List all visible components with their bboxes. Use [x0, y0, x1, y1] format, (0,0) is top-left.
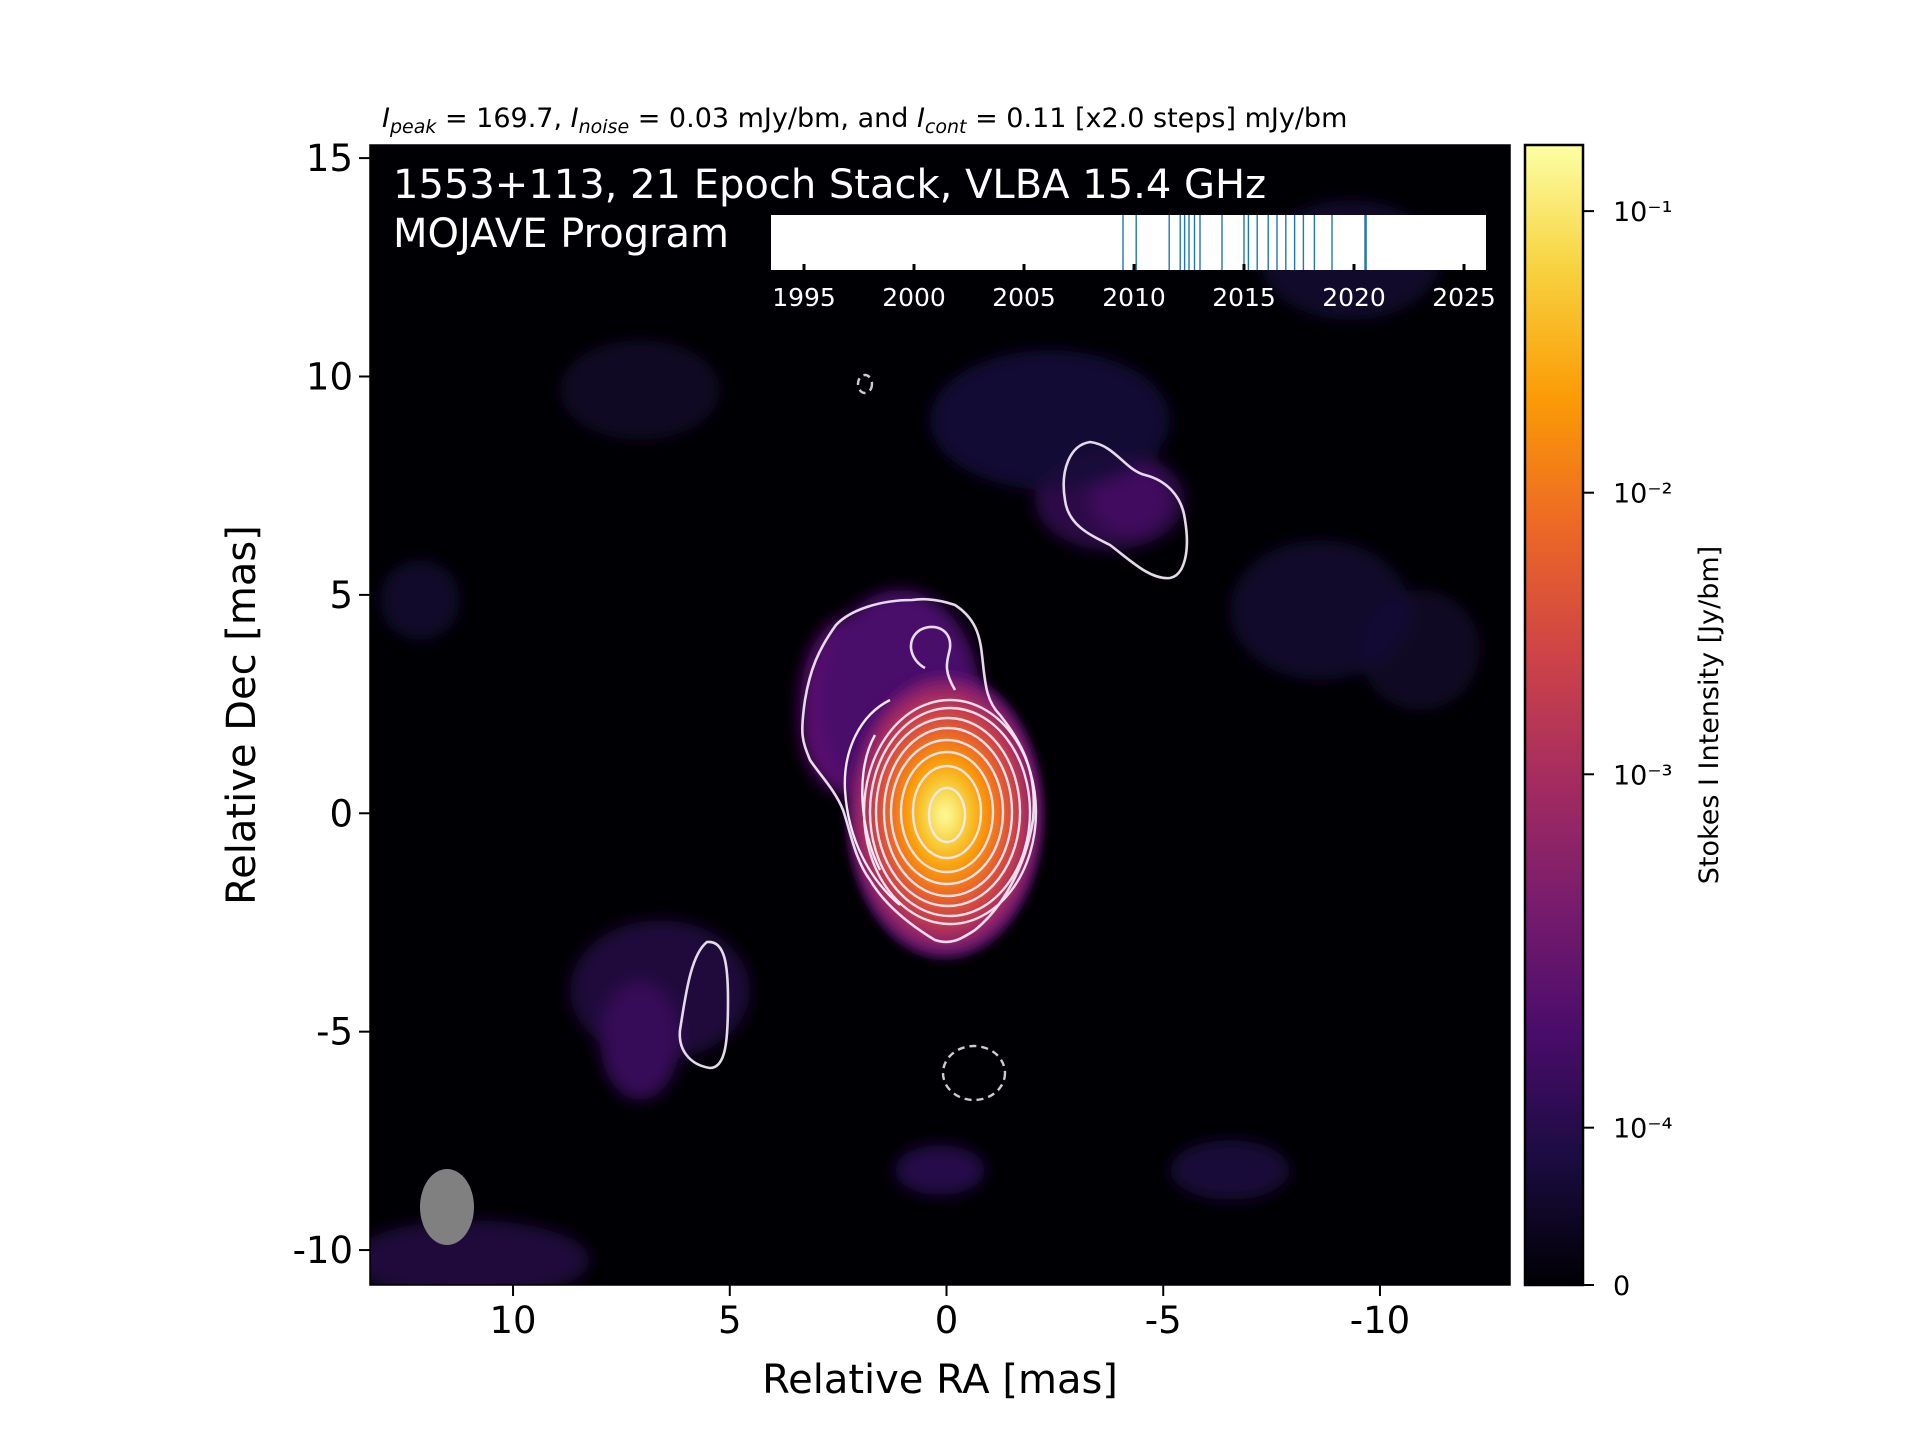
x-tick-label: 0	[935, 1299, 959, 1342]
panel-title-line2: MOJAVE Program	[393, 211, 729, 257]
y-tick-label: 15	[306, 137, 353, 180]
colorbar-label: Stokes I Intensity [Jy/bm]	[1694, 546, 1725, 884]
colorbar: 10⁻¹ 10⁻² 10⁻³ 10⁻⁴ 0 Stokes I Intensity [Jy…	[1523, 143, 1725, 1302]
epoch-timeline: 1995 2000 2005 2010 2015 2020 2025	[771, 215, 1496, 312]
colorbar-tick-label: 10⁻³	[1613, 760, 1672, 791]
x-axis: 10 5 0 -5 -10	[489, 1285, 1410, 1342]
epoch-lines	[1122, 215, 1367, 270]
epoch-tick-label: 2005	[992, 283, 1056, 312]
x-tick-label: -10	[1350, 1299, 1410, 1342]
y-tick-label: 10	[306, 355, 353, 398]
y-axis: 15 10 5 0 -5 -10	[293, 137, 370, 1272]
colorbar-tick-label: 10⁻²	[1613, 479, 1672, 510]
y-tick-label: 0	[329, 792, 353, 835]
contours	[678, 440, 1189, 1070]
y-tick-label: -5	[316, 1011, 353, 1054]
epoch-tick-label: 2025	[1432, 283, 1496, 312]
contour-outer	[800, 597, 1036, 944]
contour-knob	[909, 625, 957, 691]
core-contours	[862, 698, 1038, 926]
contour-jet-blob	[1062, 440, 1189, 580]
colorbar-tick-label: 10⁻⁴	[1613, 1114, 1672, 1145]
epoch-tick-label: 2010	[1102, 283, 1166, 312]
epoch-ticks: 1995 2000 2005 2010 2015 2020 2025	[772, 264, 1496, 312]
image-panel: 1553+113, 21 Epoch Stack, VLBA 15.4 GHz …	[370, 145, 1510, 1285]
colorbar-gradient	[1523, 143, 1585, 1287]
x-axis-label: Relative RA [mas]	[762, 1357, 1118, 1403]
colorbar-tick-label: 0	[1613, 1271, 1630, 1302]
header-text: Ipeak = 169.7, Inoise = 0.03 mJy/bm, and…	[382, 103, 1347, 138]
epoch-tick-label: 2015	[1212, 283, 1276, 312]
panel-title-line1: 1553+113, 21 Epoch Stack, VLBA 15.4 GHz	[393, 162, 1266, 208]
x-tick-label: 10	[489, 1299, 536, 1342]
contour-extra	[843, 698, 901, 906]
x-tick-label: 5	[718, 1299, 742, 1342]
x-tick-label: -5	[1145, 1299, 1182, 1342]
epoch-timeline-frame	[771, 215, 1486, 270]
contour-south-blob	[678, 940, 730, 1070]
y-axis-label: Relative Dec [mas]	[219, 525, 265, 905]
negative-contours	[856, 373, 1007, 1102]
diffuse-emission	[370, 200, 1480, 1285]
colorbar-ticks: 10⁻¹ 10⁻² 10⁻³ 10⁻⁴ 0	[1583, 197, 1672, 1302]
y-tick-label: -10	[293, 1229, 353, 1272]
epoch-tick-label: 2020	[1322, 283, 1386, 312]
colorbar-tick-label: 10⁻¹	[1613, 197, 1672, 228]
beam-ellipse	[420, 1169, 474, 1245]
epoch-tick-label: 1995	[772, 283, 836, 312]
y-tick-label: 5	[329, 574, 353, 617]
epoch-tick-label: 2000	[882, 283, 946, 312]
image-frame	[369, 144, 1511, 1286]
